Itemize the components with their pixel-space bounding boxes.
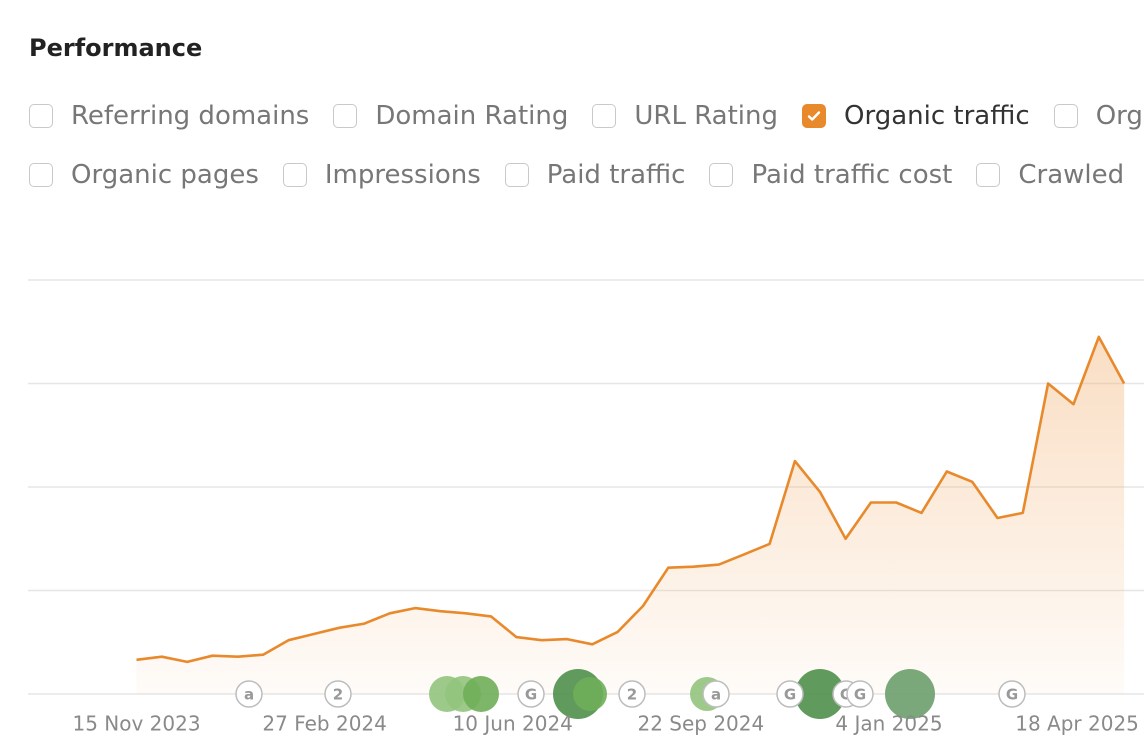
checkbox[interactable] — [282, 163, 307, 187]
metric-row: Organic pages Impressions Paid traffic Paid… — [29, 160, 1124, 190]
metric-toggle[interactable]: Crawled — [976, 160, 1124, 190]
metric-label: Paid traffic cost — [751, 160, 953, 190]
event-icon — [324, 680, 352, 708]
checkbox[interactable] — [976, 163, 1001, 187]
metric-toggle[interactable]: Impressions — [282, 160, 481, 190]
x-tick-label: 27 Feb 2024 — [262, 712, 386, 736]
metric-toggle[interactable]: Paid traffic cost — [709, 160, 952, 190]
metric-label: Impressions — [324, 160, 481, 190]
area-fill — [136, 336, 1125, 694]
event-icon-label: G — [525, 686, 537, 704]
event-icon — [846, 680, 874, 708]
x-tick-label: 10 Jun 2024 — [453, 712, 573, 736]
checkbox[interactable] — [709, 163, 734, 187]
metric-toggle[interactable]: Referring domains — [29, 101, 309, 131]
event-bubble — [885, 669, 935, 719]
event-icon — [517, 680, 545, 708]
metric-label: Org — [1095, 101, 1143, 131]
metric-row: Referring domains Domain Rating URL Rating… — [29, 101, 1143, 131]
metric-label: Organic traffic — [844, 101, 1030, 131]
x-tick-label: 4 Jan 2025 — [835, 712, 942, 736]
metric-toggle[interactable]: Organic traffic — [802, 101, 1030, 131]
metric-label: Referring domains — [71, 101, 310, 131]
event-icon-label: a — [711, 686, 721, 704]
event-icon-label: a — [244, 686, 254, 704]
check-icon — [807, 111, 821, 121]
event-icon — [998, 680, 1026, 708]
checkbox[interactable] — [29, 163, 53, 187]
event-icon-label: G — [1006, 686, 1018, 704]
metric-toggle[interactable]: Paid traffic — [504, 160, 686, 190]
event-icon-label: G — [854, 686, 866, 704]
metric-toggle[interactable]: Org — [1053, 101, 1143, 131]
metric-toggle[interactable]: Organic pages — [29, 160, 259, 190]
event-icon-label: G — [784, 686, 796, 704]
metric-toggle[interactable]: Domain Rating — [333, 101, 568, 131]
event-bubble — [795, 669, 845, 719]
traffic-line — [136, 335, 1126, 664]
checkbox[interactable] — [29, 104, 53, 128]
metric-label: Domain Rating — [375, 101, 569, 131]
metric-label: URL Rating — [634, 101, 779, 131]
event-icon-label: 2 — [627, 686, 637, 704]
checkbox[interactable] — [592, 104, 617, 128]
event-icon — [235, 680, 263, 708]
event-bubble — [573, 677, 607, 711]
event-icon — [618, 680, 646, 708]
event-icon-label: 2 — [333, 686, 343, 704]
metric-toggle[interactable]: URL Rating — [592, 101, 778, 131]
event-bubble — [463, 676, 499, 712]
checkbox[interactable] — [504, 163, 529, 187]
x-tick-label: 15 Nov 2023 — [72, 712, 200, 736]
x-tick-label: 22 Sep 2024 — [637, 712, 764, 736]
checkbox[interactable] — [333, 104, 358, 128]
checkbox[interactable] — [1053, 104, 1078, 128]
metric-label: Crawled — [1018, 160, 1125, 190]
checkbox[interactable] — [802, 104, 827, 128]
metric-label: Paid traffic — [546, 160, 686, 190]
metric-label: Organic pages — [71, 160, 259, 190]
x-tick-label: 18 Apr 2025 — [1015, 712, 1139, 736]
event-icon — [702, 680, 730, 708]
section-title: Performance — [29, 34, 203, 62]
event-icon — [776, 680, 804, 708]
